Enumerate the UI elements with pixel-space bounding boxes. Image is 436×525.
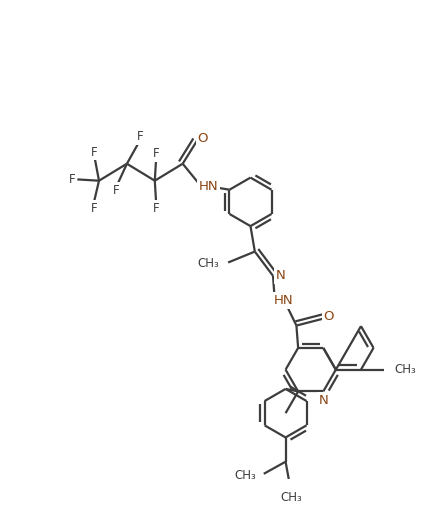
Text: F: F — [153, 202, 160, 215]
Text: CH₃: CH₃ — [280, 490, 302, 503]
Text: F: F — [92, 145, 98, 159]
Text: F: F — [153, 147, 160, 160]
Text: N: N — [318, 394, 328, 406]
Text: O: O — [324, 310, 334, 323]
Text: N: N — [276, 269, 286, 282]
Text: F: F — [91, 202, 97, 215]
Text: F: F — [68, 173, 75, 186]
Text: CH₃: CH₃ — [198, 257, 219, 270]
Text: F: F — [136, 130, 143, 143]
Text: CH₃: CH₃ — [234, 469, 256, 481]
Text: HN: HN — [274, 294, 293, 307]
Text: HN: HN — [199, 180, 218, 193]
Text: O: O — [198, 132, 208, 145]
Text: CH₃: CH₃ — [395, 363, 416, 376]
Text: F: F — [113, 184, 120, 197]
